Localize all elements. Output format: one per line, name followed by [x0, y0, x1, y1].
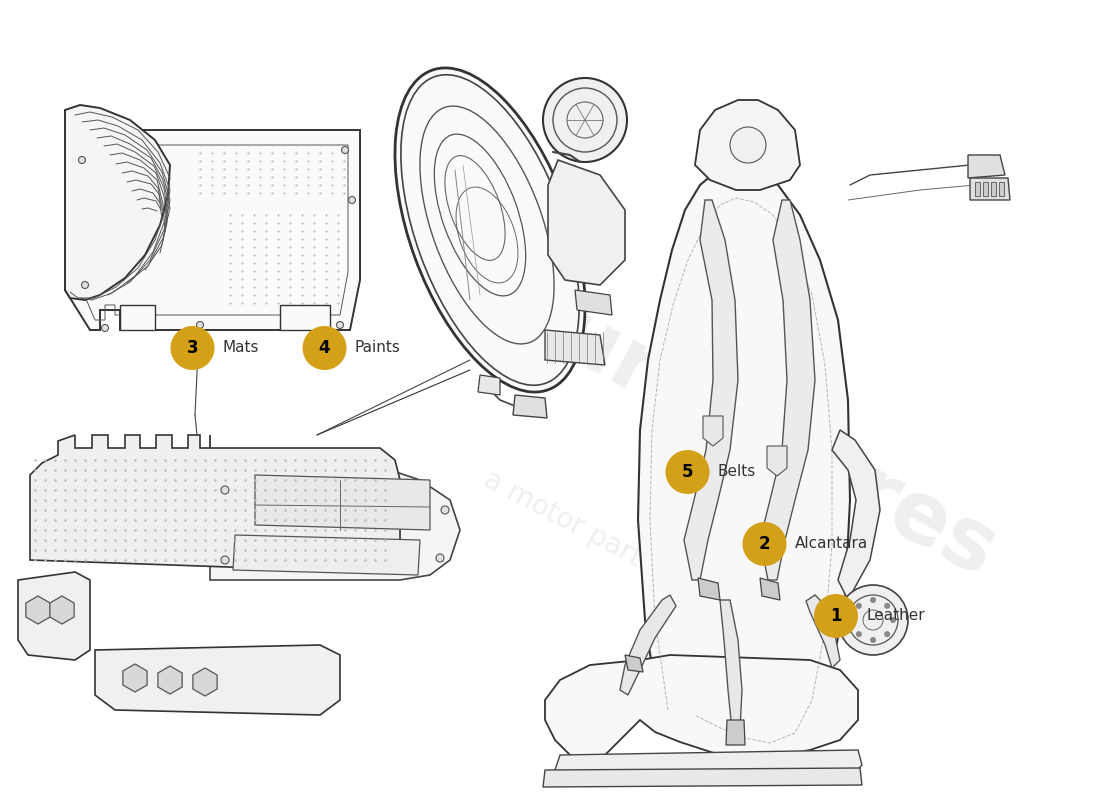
Circle shape: [170, 326, 214, 370]
Circle shape: [856, 631, 862, 637]
Circle shape: [81, 282, 88, 289]
Circle shape: [221, 556, 229, 564]
Polygon shape: [832, 430, 880, 600]
Circle shape: [292, 322, 298, 329]
Circle shape: [884, 631, 890, 637]
Text: eurospares: eurospares: [490, 266, 1010, 594]
Polygon shape: [760, 200, 815, 580]
Text: 5: 5: [682, 463, 693, 481]
Polygon shape: [548, 160, 625, 285]
Circle shape: [441, 506, 449, 514]
Circle shape: [838, 585, 908, 655]
Polygon shape: [255, 475, 430, 530]
Polygon shape: [30, 435, 400, 572]
Polygon shape: [698, 578, 720, 600]
Polygon shape: [720, 600, 742, 730]
Polygon shape: [625, 655, 644, 672]
Circle shape: [884, 603, 890, 609]
Bar: [975, 182, 980, 196]
Circle shape: [101, 325, 109, 331]
Circle shape: [197, 322, 204, 329]
Circle shape: [730, 127, 766, 163]
Polygon shape: [544, 330, 605, 365]
Polygon shape: [210, 435, 460, 580]
Bar: [983, 182, 988, 196]
Polygon shape: [543, 768, 862, 787]
Polygon shape: [120, 305, 155, 330]
Circle shape: [78, 157, 86, 163]
Polygon shape: [65, 110, 360, 330]
Text: 3: 3: [187, 339, 198, 357]
Circle shape: [221, 486, 229, 494]
Polygon shape: [695, 100, 800, 190]
Polygon shape: [968, 155, 1005, 178]
Polygon shape: [620, 595, 676, 695]
Polygon shape: [760, 578, 780, 600]
Polygon shape: [684, 200, 738, 580]
Polygon shape: [767, 446, 786, 476]
Circle shape: [337, 322, 343, 329]
Polygon shape: [65, 105, 170, 300]
Text: Alcantara: Alcantara: [794, 537, 868, 551]
Circle shape: [302, 326, 346, 370]
Circle shape: [349, 197, 355, 203]
Text: a motor parts since 1981: a motor parts since 1981: [478, 466, 801, 654]
Text: Leather: Leather: [866, 609, 925, 623]
Polygon shape: [575, 290, 612, 315]
Circle shape: [742, 522, 786, 566]
Text: 2: 2: [759, 535, 770, 553]
Polygon shape: [95, 645, 340, 715]
Polygon shape: [703, 416, 723, 446]
Polygon shape: [513, 395, 547, 418]
Ellipse shape: [395, 68, 585, 392]
Circle shape: [814, 594, 858, 638]
Circle shape: [870, 597, 876, 603]
Circle shape: [850, 617, 856, 623]
Polygon shape: [280, 305, 330, 330]
Polygon shape: [806, 595, 840, 668]
Polygon shape: [556, 750, 862, 780]
Text: 1: 1: [830, 607, 842, 625]
Circle shape: [890, 617, 896, 623]
Polygon shape: [18, 572, 90, 660]
Polygon shape: [638, 165, 850, 760]
Circle shape: [666, 450, 710, 494]
Polygon shape: [544, 655, 858, 760]
Bar: [999, 182, 1004, 196]
Polygon shape: [233, 535, 420, 575]
Text: Belts: Belts: [717, 465, 756, 479]
Circle shape: [436, 554, 444, 562]
Circle shape: [543, 78, 627, 162]
Text: 4: 4: [319, 339, 330, 357]
Circle shape: [870, 637, 876, 643]
Text: Paints: Paints: [354, 341, 400, 355]
Polygon shape: [970, 178, 1010, 200]
Bar: [991, 182, 996, 196]
Circle shape: [341, 146, 349, 154]
Text: Mats: Mats: [222, 341, 258, 355]
Circle shape: [856, 603, 862, 609]
Polygon shape: [478, 375, 500, 395]
Polygon shape: [726, 720, 745, 745]
